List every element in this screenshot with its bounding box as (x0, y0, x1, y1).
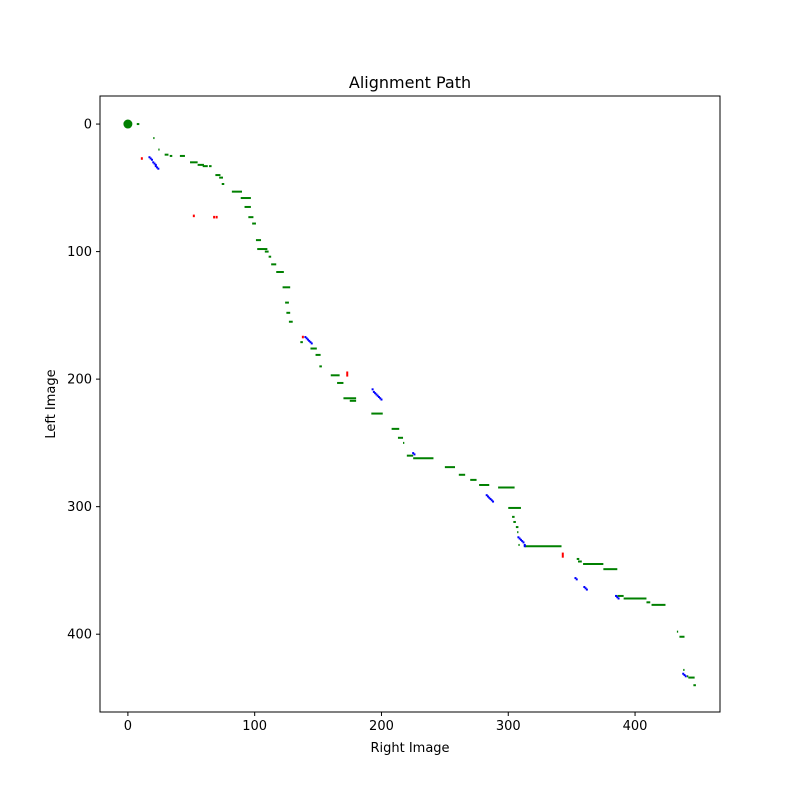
x-tick-label: 400 (623, 719, 648, 734)
path-point (412, 452, 415, 455)
x-axis-label: Right Image (370, 741, 449, 756)
path-point (583, 586, 586, 589)
y-tick-label: 200 (67, 373, 92, 388)
path-point (375, 393, 378, 396)
path-point (486, 495, 489, 498)
path-point (519, 538, 522, 541)
path-point (523, 543, 526, 546)
path-point (149, 157, 152, 160)
y-tick-label: 100 (67, 245, 92, 260)
start-marker (123, 119, 133, 129)
x-tick-label: 0 (124, 719, 132, 734)
x-tick-label: 300 (496, 719, 521, 734)
path-point (574, 577, 577, 580)
path-point (522, 541, 525, 544)
path-point (518, 537, 521, 540)
path-point (490, 499, 493, 502)
path-point (584, 587, 587, 590)
path-point (684, 675, 687, 678)
path-point (523, 545, 526, 548)
path-point (575, 578, 578, 581)
path-point (682, 672, 685, 675)
path-point (157, 167, 160, 170)
path-point (485, 494, 488, 497)
path-point (616, 596, 619, 599)
path-point (371, 388, 374, 391)
path-point (377, 395, 380, 398)
path-point (148, 156, 151, 159)
path-point (521, 540, 524, 543)
path-point (304, 336, 307, 339)
path-point (308, 339, 311, 342)
path-point (372, 390, 375, 393)
y-tick-label: 300 (67, 500, 92, 515)
x-axis: 0 100 200 300 400 (124, 712, 648, 734)
chart-title: Alignment Path (349, 73, 471, 92)
path-point (152, 161, 155, 164)
path-point (306, 338, 309, 341)
x-tick-label: 200 (369, 719, 394, 734)
path-point (154, 163, 157, 166)
plot-marks (123, 119, 696, 687)
y-axis: 0 100 200 300 400 (67, 118, 100, 643)
path-point (683, 674, 686, 677)
path-point (488, 496, 491, 499)
path-point (585, 588, 588, 591)
path-point (379, 397, 382, 400)
path-point (153, 162, 156, 165)
path-point (489, 498, 492, 501)
path-point (150, 158, 153, 161)
y-axis-label: Left Image (44, 369, 59, 438)
path-point (309, 341, 312, 344)
path-point (517, 536, 520, 539)
path-point (310, 342, 313, 345)
x-tick-label: 100 (242, 719, 267, 734)
path-point (376, 394, 379, 397)
path-point (492, 500, 495, 503)
path-point (154, 165, 157, 168)
path-point (615, 594, 618, 597)
path-point (305, 337, 308, 340)
y-tick-label: 400 (67, 628, 92, 643)
y-tick-label: 0 (84, 118, 92, 133)
plot-frame (99, 95, 721, 713)
path-point (374, 392, 377, 395)
path-point (413, 453, 416, 456)
path-point (617, 597, 620, 600)
path-point (156, 166, 159, 169)
path-point (380, 398, 383, 401)
